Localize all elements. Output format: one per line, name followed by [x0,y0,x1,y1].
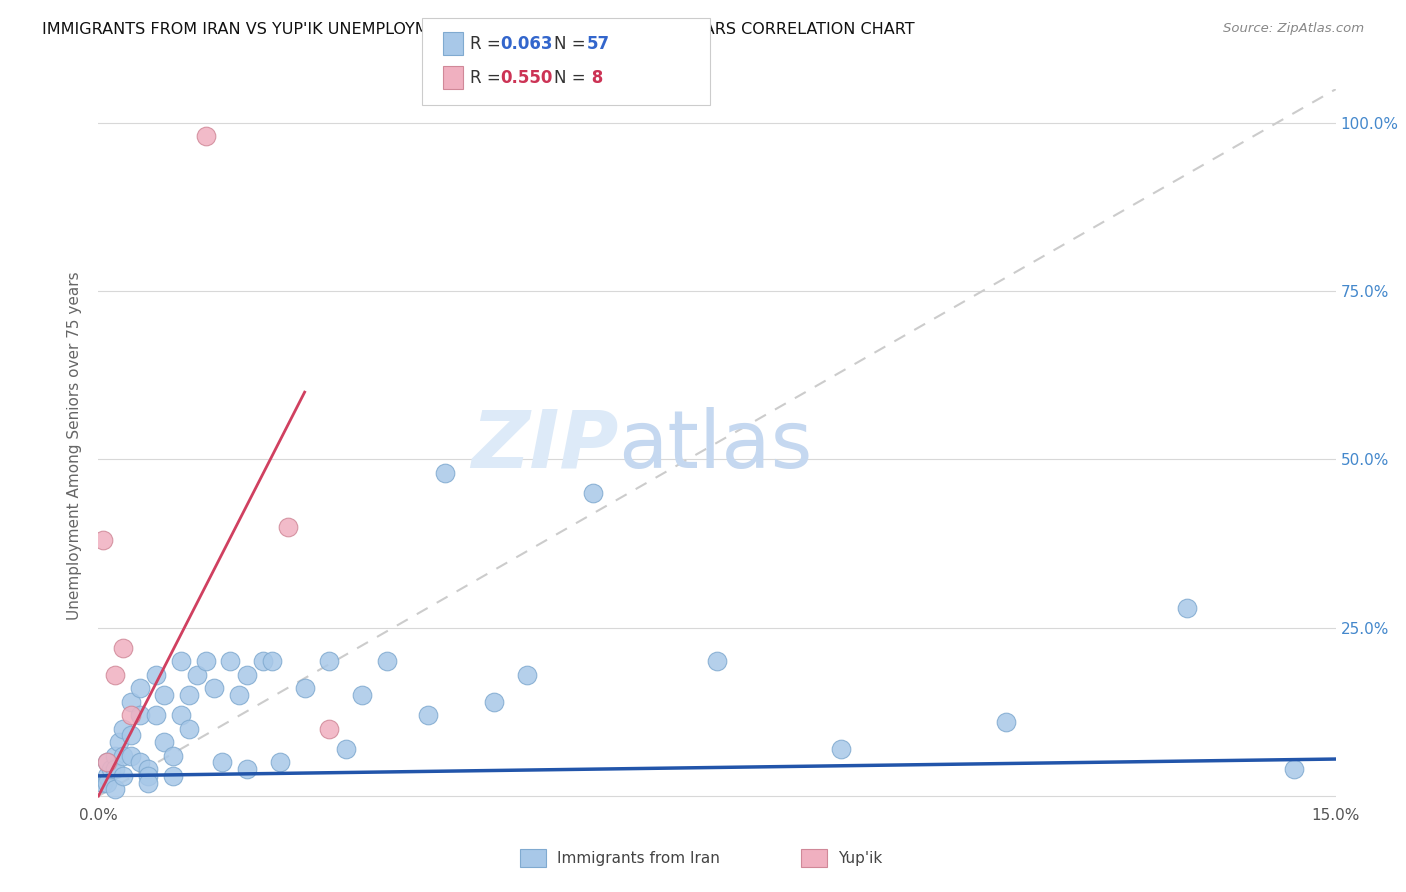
Point [170,655,193,669]
Point [96,756,118,770]
Point [96,775,118,789]
Point [1175,600,1198,615]
Point [269,756,291,770]
Text: IMMIGRANTS FROM IRAN VS YUP'IK UNEMPLOYMENT AMONG SENIORS OVER 75 YEARS CORRELAT: IMMIGRANTS FROM IRAN VS YUP'IK UNEMPLOYM… [42,22,915,37]
Point [162,769,184,783]
Point [375,655,398,669]
Point [994,714,1017,729]
Point [91,775,114,789]
Point [136,775,159,789]
Point [112,722,135,736]
Y-axis label: Unemployment Among Seniors over 75 years: Unemployment Among Seniors over 75 years [67,272,83,620]
Text: 8: 8 [586,69,603,87]
Text: 0.550: 0.550 [501,69,553,87]
Point [120,729,142,743]
Text: 57: 57 [586,35,609,53]
Point [706,655,728,669]
Point [104,748,127,763]
Point [277,520,299,534]
Point [352,688,374,702]
Text: R =: R = [470,69,506,87]
Point [128,756,150,770]
Point [236,762,259,776]
Point [194,655,217,669]
Point [228,688,250,702]
Point [128,681,150,696]
Point [112,769,135,783]
Point [104,762,127,776]
Point [145,668,167,682]
Point [484,695,506,709]
Point [96,769,118,783]
Point [128,708,150,723]
Point [318,655,340,669]
Point [108,735,131,749]
Point [96,756,118,770]
Point [120,708,142,723]
Point [100,762,122,776]
Text: Immigrants from Iran: Immigrants from Iran [557,851,720,865]
Point [136,769,159,783]
Point [120,695,142,709]
Point [219,655,242,669]
Point [830,742,852,756]
Point [433,466,456,480]
Point [104,782,127,797]
Text: ZIP: ZIP [471,407,619,485]
Point [170,708,193,723]
Text: N =: N = [554,69,591,87]
Point [582,486,605,500]
Point [112,640,135,655]
Point [112,748,135,763]
Point [211,756,233,770]
Point [418,708,440,723]
Text: Source: ZipAtlas.com: Source: ZipAtlas.com [1223,22,1364,36]
Point [104,668,127,682]
Point [294,681,316,696]
Point [162,748,184,763]
Text: atlas: atlas [619,407,813,485]
Point [260,655,283,669]
Point [236,668,259,682]
Point [318,722,340,736]
Point [153,688,176,702]
Point [335,742,357,756]
Point [186,668,208,682]
Point [1284,762,1306,776]
Point [252,655,274,669]
Text: N =: N = [554,35,591,53]
Point [136,762,159,776]
Text: R =: R = [470,35,506,53]
Point [179,722,201,736]
Text: 0.063: 0.063 [501,35,553,53]
Point [145,708,167,723]
Point [516,668,538,682]
Point [179,688,201,702]
Point [202,681,225,696]
Point [120,748,142,763]
Point [194,129,217,144]
Point [91,533,114,548]
Point [153,735,176,749]
Text: Yup'ik: Yup'ik [838,851,882,865]
